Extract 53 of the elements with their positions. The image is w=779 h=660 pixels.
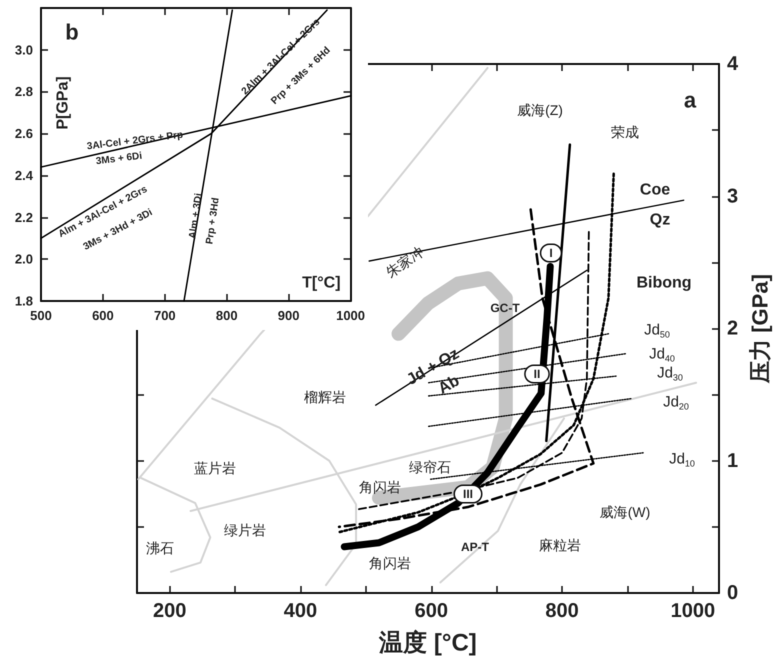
y-tick-label: 1.8 bbox=[14, 294, 33, 308]
annotation: 朱家冲 bbox=[383, 243, 427, 281]
annotation: Bibong bbox=[636, 274, 692, 292]
y-axis-title: P[GPa] bbox=[54, 76, 72, 130]
annotation: II bbox=[534, 367, 540, 381]
annotation: b bbox=[65, 20, 79, 44]
x-tick-label: 400 bbox=[284, 600, 318, 622]
annotation: Alm + 3Di bbox=[187, 192, 205, 240]
annotation: Ab bbox=[436, 372, 463, 398]
x-axis-title: T[°C] bbox=[302, 274, 341, 292]
annotation: Qz bbox=[650, 212, 670, 228]
annotation: 绿帘石 bbox=[409, 459, 451, 475]
annotation: 3Al-Cel + 2Grs + Prp bbox=[86, 130, 184, 152]
y-tick-label: 2.6 bbox=[14, 126, 33, 142]
y-tick-label: 3.0 bbox=[14, 42, 33, 58]
annotation: 角闪岩 bbox=[369, 555, 411, 571]
annotation: 沸石 bbox=[146, 540, 174, 556]
y-tick-label: 2.8 bbox=[14, 84, 33, 100]
x-tick-label: 600 bbox=[92, 308, 114, 323]
x-tick-label: 600 bbox=[414, 600, 448, 622]
annotation: 榴辉岩 bbox=[304, 389, 346, 405]
annotation: 麻粒岩 bbox=[539, 537, 581, 553]
y-tick-label: 0 bbox=[726, 582, 738, 604]
annotation: Coe bbox=[640, 182, 670, 198]
x-tick-label: 200 bbox=[153, 600, 186, 622]
annotation: GC-T bbox=[490, 301, 520, 315]
x-tick-label: 800 bbox=[216, 308, 238, 323]
x-tick-label: 1000 bbox=[670, 600, 716, 622]
x-tick-label: 800 bbox=[545, 600, 579, 622]
annotation: Prp + 3Hd bbox=[204, 197, 222, 245]
y-tick-label: 4 bbox=[726, 53, 739, 75]
y-tick-label: 3 bbox=[726, 185, 738, 208]
y-tick-label: 2.4 bbox=[14, 168, 34, 183]
annotation: 3Ms + 6Di bbox=[95, 150, 143, 168]
annotation: 绿片岩 bbox=[224, 522, 266, 538]
y-tick-label: 2.0 bbox=[14, 252, 33, 267]
x-tick-label: 1000 bbox=[336, 308, 365, 323]
annotation: 威海(Z) bbox=[517, 102, 563, 118]
x-axis-title: 温度 [°C] bbox=[378, 630, 477, 656]
x-tick-label: 700 bbox=[154, 308, 176, 323]
annotation: 角闪岩 bbox=[359, 479, 401, 495]
annotation: 威海(W) bbox=[600, 504, 650, 520]
annotation: 荣成 bbox=[611, 124, 639, 140]
x-tick-label: 500 bbox=[30, 308, 52, 323]
annotation: 蓝片岩 bbox=[194, 460, 236, 476]
x-tick-label: 900 bbox=[278, 308, 300, 323]
annotation: AP-T bbox=[461, 540, 490, 554]
y-tick-label: 2.2 bbox=[14, 210, 33, 225]
y-tick-label: 2 bbox=[726, 318, 738, 340]
annotation: a bbox=[684, 88, 697, 112]
annotation: I bbox=[549, 246, 553, 260]
y-tick-label: 1 bbox=[726, 450, 738, 472]
y-axis-title: 压力 [GPa] bbox=[748, 274, 772, 384]
